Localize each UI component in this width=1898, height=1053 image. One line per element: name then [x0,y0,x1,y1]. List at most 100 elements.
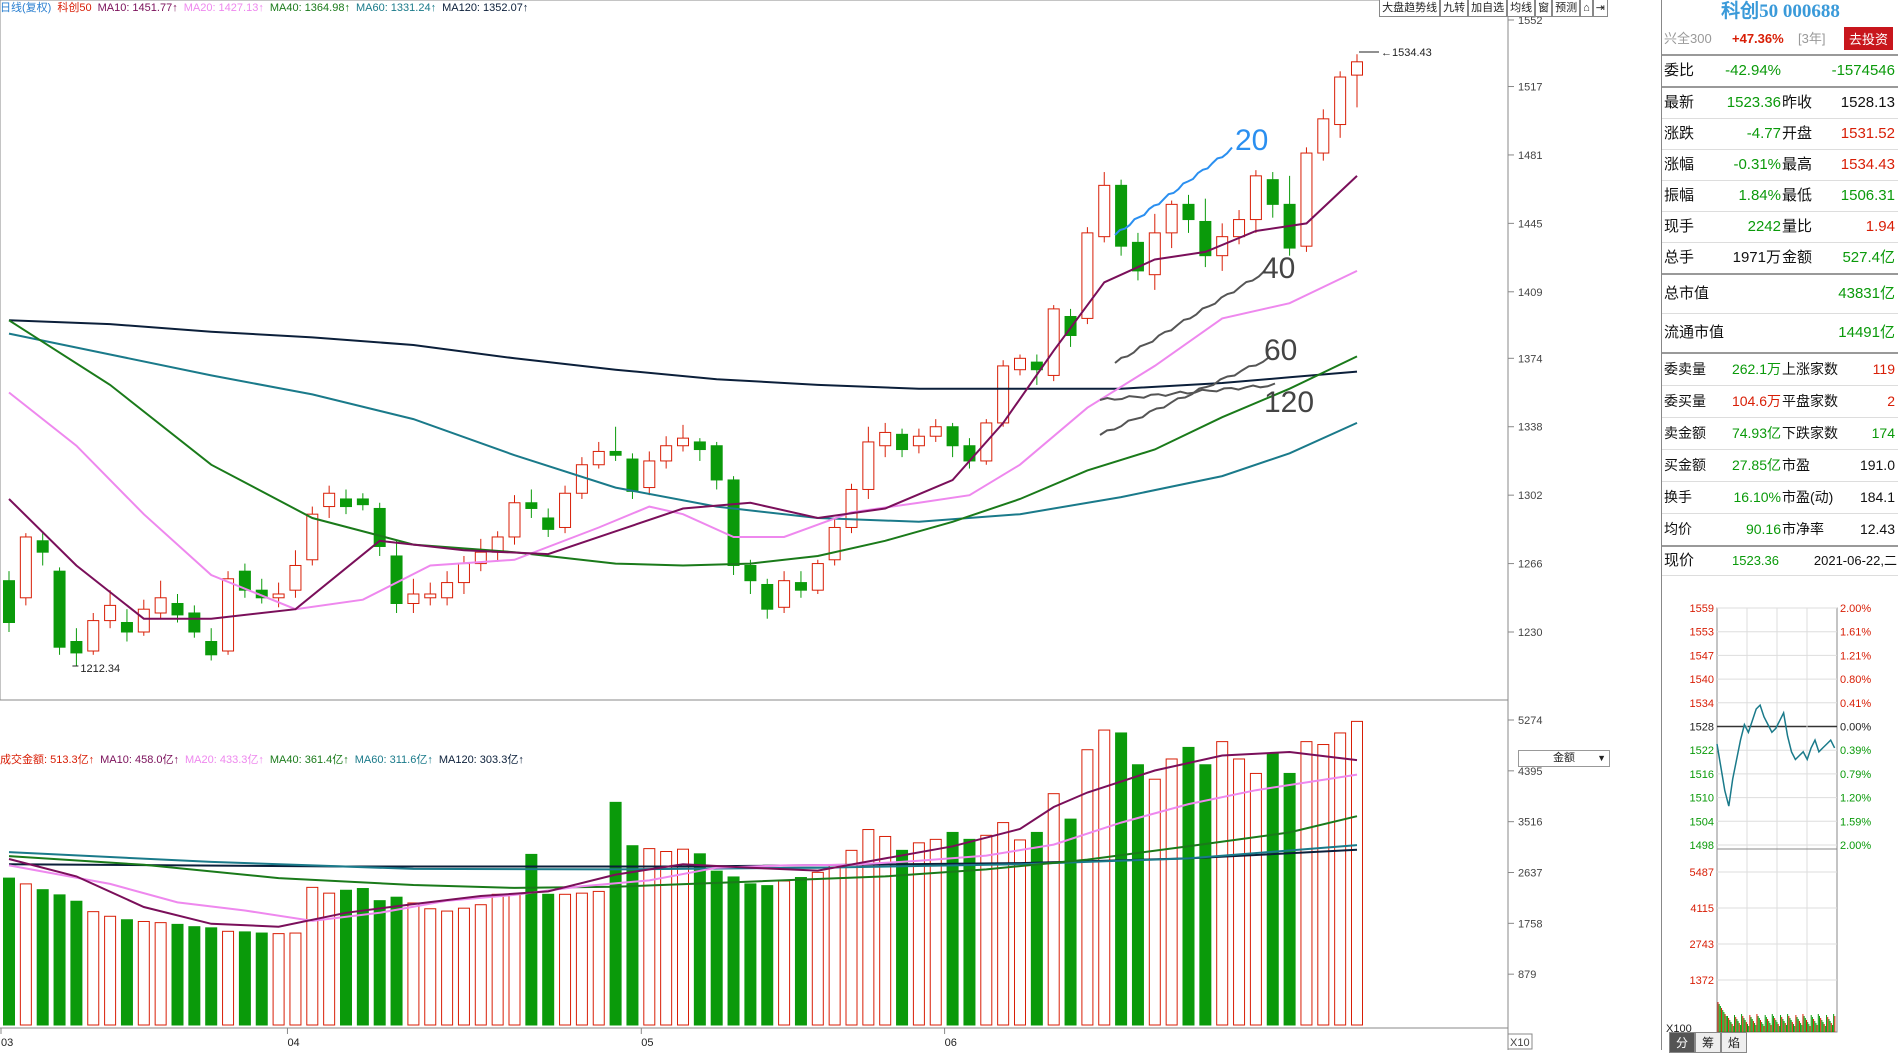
candle[interactable] [36,531,49,566]
candle[interactable] [1081,227,1094,325]
candle[interactable] [794,571,807,598]
candle[interactable] [491,531,504,562]
candle[interactable] [3,571,15,632]
quote-value: -0.31% [1733,156,1781,173]
volume-bar [559,893,572,1026]
quote-value: 119 [1872,361,1895,377]
volume-bar [1165,758,1178,1026]
candle[interactable] [525,489,538,518]
candle[interactable] [761,578,774,619]
candle[interactable] [1148,213,1161,290]
candle[interactable] [1115,179,1128,256]
candle[interactable] [340,489,352,515]
intraday-chart[interactable]: 1559 2.00% 1553 1.61% 1547 1.21% 1540 0.80% 1534… [1662,600,1898,1040]
mini-pct-tick: 0.41% [1840,698,1871,710]
candle[interactable] [643,451,656,496]
candle[interactable] [1283,175,1296,256]
candle[interactable] [188,605,201,638]
candle[interactable] [306,506,319,566]
candle[interactable] [1334,71,1347,138]
volume-bar [441,910,454,1026]
candle[interactable] [407,578,420,613]
candle[interactable] [289,550,302,598]
lock-icon[interactable]: ⌂ [1580,0,1593,17]
candle[interactable] [862,426,875,499]
candle[interactable] [323,485,336,518]
toolbar-button-0[interactable]: 大盘趋势线 [1379,0,1441,17]
candle[interactable] [693,438,706,461]
toolbar-button-5[interactable]: 预测 [1552,0,1581,17]
candle[interactable] [1249,170,1262,233]
volume-header-item-2: MA20: 433.3亿↑ [185,754,264,766]
toolbar-button-4[interactable]: 窗 [1535,0,1553,17]
candle[interactable] [1351,54,1363,108]
candle[interactable] [424,582,437,606]
candle[interactable] [222,571,235,655]
volume-bar [1300,741,1313,1026]
candle[interactable] [811,559,824,594]
candle[interactable] [542,508,555,537]
candle[interactable] [255,578,268,604]
candle[interactable] [845,483,858,534]
candle[interactable] [53,567,66,655]
candle[interactable] [912,428,925,454]
candle[interactable] [1047,305,1060,382]
candle[interactable] [1131,232,1144,281]
candle[interactable] [441,571,454,606]
candle[interactable] [457,555,470,594]
candle[interactable] [592,441,605,469]
candle[interactable] [356,493,369,511]
candle[interactable] [1300,147,1313,252]
indicator-select[interactable]: 金额 ▼ [1518,750,1610,767]
candle[interactable] [373,502,386,556]
mini-pct-tick: 0.79% [1840,769,1871,781]
candle[interactable] [1098,172,1111,243]
candle[interactable] [744,559,757,594]
candle[interactable] [946,422,959,458]
candle[interactable] [205,628,218,661]
candle[interactable] [120,609,133,642]
quote-value: 1534.43 [1840,156,1895,173]
candle[interactable] [929,419,942,442]
candle[interactable] [1317,109,1330,161]
candle[interactable] [778,571,791,613]
candle[interactable] [104,590,117,629]
invest-button[interactable]: 去投资 [1843,27,1893,50]
candle[interactable] [1266,172,1279,218]
toolbar-button-1[interactable]: 九转 [1440,0,1469,17]
price-tick-label: 1338 [1518,422,1542,434]
candle[interactable] [87,612,100,655]
candle[interactable] [1165,200,1178,249]
candle[interactable] [559,485,572,534]
candle[interactable] [879,422,892,458]
panel-tab-1[interactable]: 筹 [1695,1032,1722,1053]
x10-box[interactable] [1507,1033,1533,1050]
candle[interactable] [508,495,521,545]
candle[interactable] [727,476,740,575]
candle[interactable] [70,628,83,667]
toolbar-button-3[interactable]: 均线 [1507,0,1536,17]
volume-bar [87,911,100,1026]
header-item-2: MA20: 1427.13↑ [183,2,264,14]
candle[interactable] [828,517,841,566]
candle[interactable] [390,540,403,613]
candle[interactable] [609,426,622,461]
candle[interactable] [474,538,487,572]
candle[interactable] [154,580,167,619]
candle[interactable] [238,563,251,598]
candle[interactable] [896,428,909,458]
toolbar-button-2[interactable]: 加自选 [1468,0,1508,17]
candle[interactable] [19,533,32,606]
quote-label: 市净率 [1782,521,1824,537]
exit-icon[interactable]: ⇥ [1592,0,1608,17]
candle[interactable] [710,441,723,490]
candle[interactable] [1182,194,1195,233]
candle[interactable] [677,424,689,452]
candle[interactable] [1014,354,1026,376]
candle[interactable] [660,436,673,469]
volume-bar [1014,839,1026,1026]
candle[interactable] [1199,198,1212,268]
quote-label: 最新 [1664,94,1695,111]
panel-tab-2[interactable]: 焰 [1721,1032,1748,1053]
